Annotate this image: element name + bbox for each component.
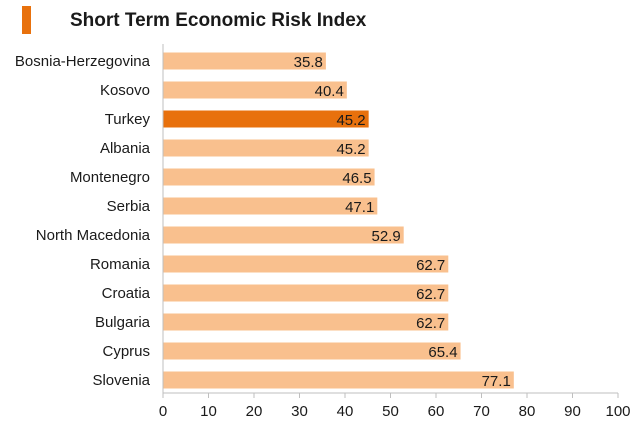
category-label-turkey: Turkey <box>105 111 151 128</box>
x-tick-label-80: 80 <box>519 403 536 420</box>
x-tick-label-100: 100 <box>605 403 630 420</box>
bar-albania <box>163 139 369 157</box>
x-tick-label-0: 0 <box>159 403 167 420</box>
value-label-montenegro: 46.5 <box>342 170 371 187</box>
category-label-bosnia-herzegovina: Bosnia-Herzegovina <box>15 53 151 70</box>
bar-bosnia-herzegovina <box>163 52 326 70</box>
category-label-albania: Albania <box>100 140 151 157</box>
x-tick-label-50: 50 <box>382 403 399 420</box>
value-label-turkey: 45.2 <box>336 112 365 129</box>
value-label-croatia: 62.7 <box>416 286 445 303</box>
x-tick-label-40: 40 <box>337 403 354 420</box>
bar-cyprus <box>163 342 461 360</box>
value-label-serbia: 47.1 <box>345 199 374 216</box>
value-label-bulgaria: 62.7 <box>416 315 445 332</box>
value-label-slovenia: 77.1 <box>482 373 511 390</box>
bar-montenegro <box>163 168 375 186</box>
x-tick-label-30: 30 <box>291 403 308 420</box>
category-label-serbia: Serbia <box>107 198 151 215</box>
x-tick-label-90: 90 <box>564 403 581 420</box>
bar-north-macedonia <box>163 226 404 244</box>
category-label-bulgaria: Bulgaria <box>95 314 151 331</box>
category-label-north-macedonia: North Macedonia <box>36 227 151 244</box>
value-label-bosnia-herzegovina: 35.8 <box>294 54 323 71</box>
category-label-croatia: Croatia <box>102 285 151 302</box>
value-label-romania: 62.7 <box>416 257 445 274</box>
bar-kosovo <box>163 81 347 99</box>
value-label-north-macedonia: 52.9 <box>371 228 400 245</box>
x-tick-label-70: 70 <box>473 403 490 420</box>
bar-slovenia <box>163 371 514 389</box>
bar-serbia <box>163 197 378 215</box>
category-label-romania: Romania <box>90 256 151 273</box>
bar-romania <box>163 255 449 273</box>
bar-turkey <box>163 110 369 128</box>
x-tick-label-10: 10 <box>200 403 217 420</box>
x-tick-label-60: 60 <box>428 403 445 420</box>
bar-bulgaria <box>163 313 449 331</box>
value-label-albania: 45.2 <box>336 141 365 158</box>
value-label-cyprus: 65.4 <box>428 344 457 361</box>
category-label-slovenia: Slovenia <box>92 372 150 389</box>
chart-title: Short Term Economic Risk Index <box>70 10 367 31</box>
bar-croatia <box>163 284 449 302</box>
category-label-kosovo: Kosovo <box>100 82 150 99</box>
category-label-cyprus: Cyprus <box>102 343 150 360</box>
value-label-kosovo: 40.4 <box>315 83 344 100</box>
title-accent-bar <box>22 6 31 34</box>
category-label-montenegro: Montenegro <box>70 169 150 186</box>
x-tick-label-20: 20 <box>246 403 263 420</box>
